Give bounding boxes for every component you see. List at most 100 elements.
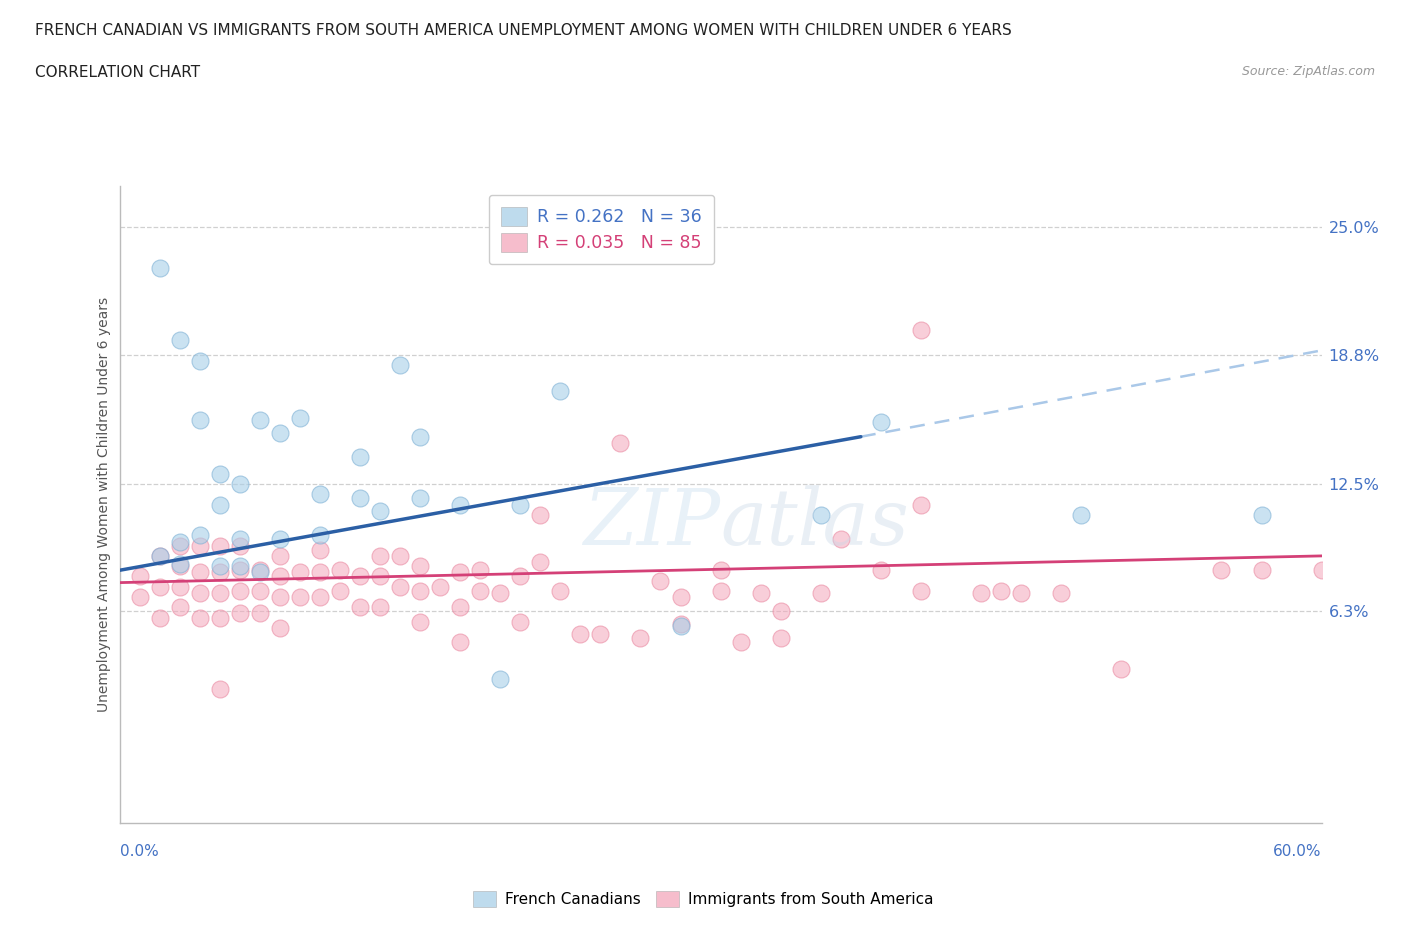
Point (1050, 586, 1073, 601)
Point (208, 565, 231, 579)
Point (149, 610, 172, 625)
Point (269, 569, 291, 584)
Point (368, 503, 391, 518)
Point (188, 538, 211, 553)
Point (269, 425, 291, 440)
Point (169, 600, 191, 615)
Point (650, 573, 672, 588)
Point (349, 600, 371, 615)
Point (269, 532, 291, 547)
Point (228, 559, 252, 574)
Point (288, 590, 311, 604)
Point (309, 542, 332, 557)
Point (288, 411, 311, 426)
Point (228, 563, 252, 578)
Point (228, 583, 252, 598)
Point (669, 618, 692, 633)
Point (810, 586, 832, 601)
Point (208, 586, 231, 601)
Point (609, 435, 631, 450)
Point (269, 620, 291, 635)
Point (228, 476, 252, 491)
Point (208, 682, 231, 697)
Point (409, 430, 432, 445)
Point (249, 413, 271, 428)
Point (529, 508, 551, 523)
Point (830, 532, 852, 547)
Point (388, 549, 412, 564)
Point (128, 569, 150, 584)
Point (208, 610, 231, 625)
Point (1250, 508, 1272, 523)
Point (550, 384, 572, 399)
Point (228, 532, 252, 547)
Point (1211, 563, 1233, 578)
Point (169, 557, 191, 572)
Point (669, 590, 692, 604)
Point (910, 583, 932, 598)
Text: atlas: atlas (720, 485, 910, 562)
Point (249, 606, 271, 621)
Point (208, 559, 231, 574)
Point (188, 528, 211, 543)
Text: Source: ZipAtlas.com: Source: ZipAtlas.com (1241, 65, 1375, 78)
Point (249, 583, 271, 598)
Point (188, 413, 211, 428)
Point (169, 538, 191, 553)
Point (990, 583, 1012, 598)
Point (149, 579, 172, 594)
Point (288, 565, 311, 579)
Point (228, 606, 252, 621)
Point (128, 590, 150, 604)
Text: 60.0%: 60.0% (1274, 844, 1322, 859)
Point (349, 450, 371, 465)
Point (569, 627, 592, 642)
Point (309, 486, 332, 501)
Point (970, 586, 993, 601)
Point (709, 583, 731, 598)
Text: FRENCH CANADIAN VS IMMIGRANTS FROM SOUTH AMERICA UNEMPLOYMENT AMONG WOMEN WITH C: FRENCH CANADIAN VS IMMIGRANTS FROM SOUTH… (35, 23, 1012, 38)
Point (769, 604, 792, 618)
Point (869, 415, 893, 430)
Point (329, 563, 352, 578)
Point (1111, 661, 1133, 676)
Point (208, 538, 231, 553)
Point (730, 635, 752, 650)
Point (309, 565, 332, 579)
Point (449, 635, 471, 650)
Point (349, 569, 371, 584)
Point (910, 498, 932, 512)
Point (188, 610, 211, 625)
Point (1310, 563, 1333, 578)
Point (409, 491, 432, 506)
Point (709, 563, 731, 578)
Point (769, 631, 792, 645)
Point (188, 586, 211, 601)
Point (489, 586, 512, 601)
Point (368, 549, 391, 564)
Point (869, 563, 893, 578)
Point (1070, 508, 1092, 523)
Point (589, 627, 612, 642)
Point (169, 534, 191, 549)
Point (550, 583, 572, 598)
Text: 0.0%: 0.0% (120, 844, 159, 859)
Point (368, 600, 391, 615)
Point (188, 565, 211, 579)
Point (509, 614, 531, 629)
Point (669, 617, 692, 631)
Point (468, 583, 492, 598)
Legend: R = 0.262   N = 36, R = 0.035   N = 85: R = 0.262 N = 36, R = 0.035 N = 85 (489, 194, 714, 264)
Point (749, 586, 772, 601)
Point (388, 357, 412, 372)
Point (188, 353, 211, 368)
Point (249, 563, 271, 578)
Point (1010, 586, 1032, 601)
Point (208, 498, 231, 512)
Point (228, 538, 252, 553)
Point (149, 549, 172, 564)
Point (449, 565, 471, 579)
Point (309, 528, 332, 543)
Point (368, 569, 391, 584)
Point (429, 579, 451, 594)
